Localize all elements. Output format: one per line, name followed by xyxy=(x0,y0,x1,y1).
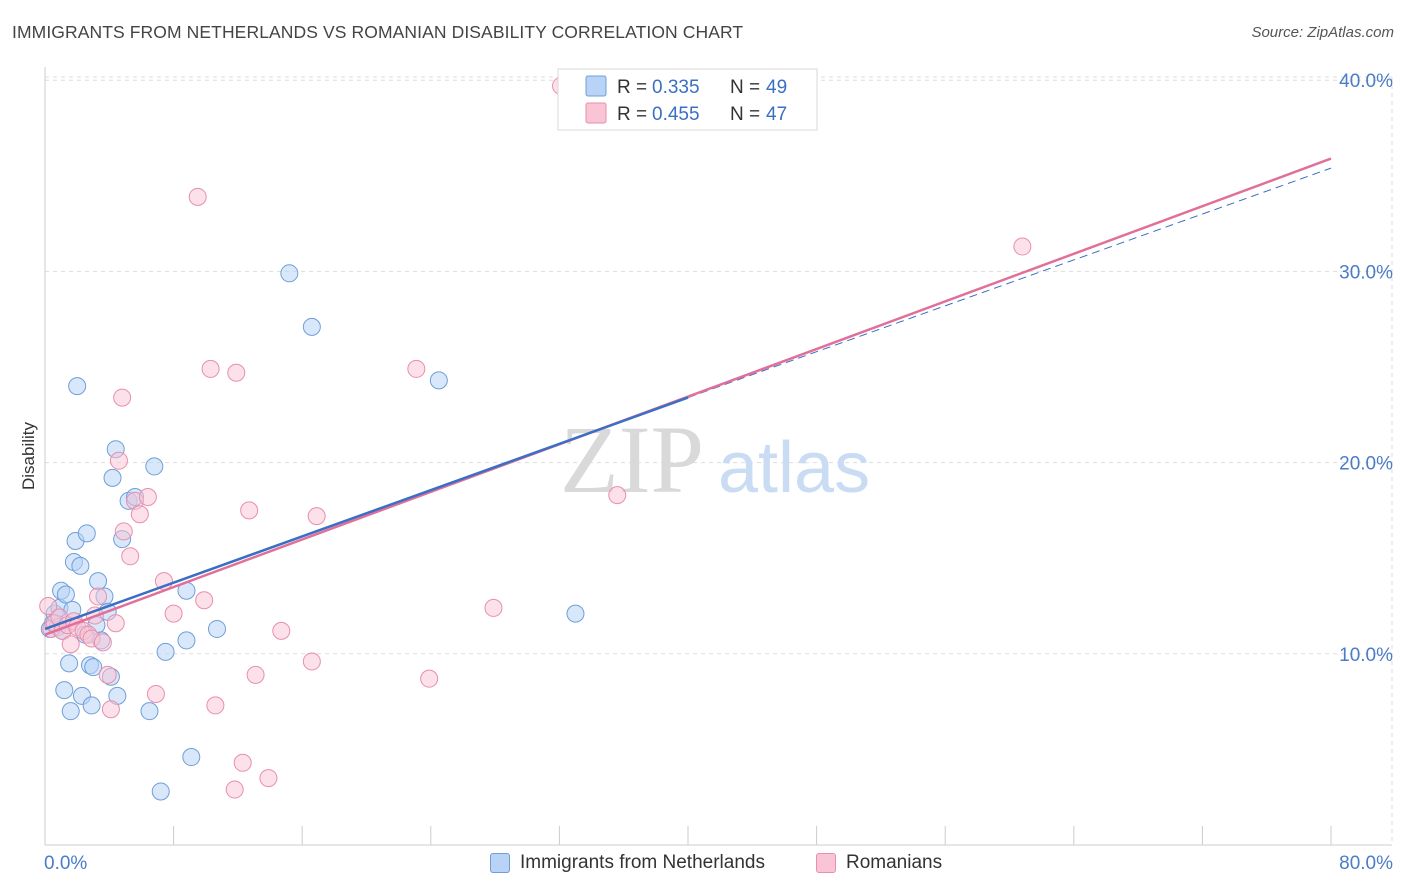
source-label: Source: ZipAtlas.com xyxy=(1251,24,1394,41)
legend-item-romanians: Romanians xyxy=(816,852,942,874)
data-point-romanians xyxy=(407,359,426,378)
data-point-netherlands xyxy=(61,702,80,721)
data-point-netherlands xyxy=(429,371,448,390)
data-point-romanians xyxy=(201,359,220,378)
data-point-netherlands xyxy=(566,604,585,623)
data-point-netherlands xyxy=(302,317,321,336)
data-point-romanians xyxy=(109,451,128,470)
trend-line-romanians xyxy=(44,157,1332,636)
legend-n-value: 47 xyxy=(766,104,787,125)
legend-label-netherlands: Immigrants from Netherlands xyxy=(520,852,765,873)
data-point-romanians xyxy=(484,598,503,617)
trend-lines xyxy=(44,157,1332,636)
legend-swatch-pink xyxy=(816,853,836,873)
legend-bottom: Immigrants from Netherlands Romanians xyxy=(0,852,1406,878)
data-point-romanians xyxy=(259,769,278,788)
series-romanians-points xyxy=(39,76,1032,799)
trend-line-netherlands xyxy=(44,396,689,631)
data-point-romanians xyxy=(106,614,125,633)
data-point-romanians xyxy=(164,604,183,623)
grid-lines xyxy=(45,76,1393,845)
x-tick-label: 80.0% xyxy=(1339,853,1393,874)
data-point-netherlands xyxy=(182,748,201,767)
data-point-romanians xyxy=(1013,237,1032,256)
y-tick-label: 40.0% xyxy=(1339,71,1393,92)
data-point-netherlands xyxy=(82,696,101,715)
data-point-romanians xyxy=(233,753,252,772)
data-point-netherlands xyxy=(145,457,164,476)
data-point-netherlands xyxy=(177,631,196,650)
x-tick-label: 0.0% xyxy=(44,853,87,874)
data-point-romanians xyxy=(113,388,132,407)
data-point-netherlands xyxy=(56,585,75,604)
legend-r-label: R = xyxy=(617,104,647,125)
y-tick-label: 10.0% xyxy=(1339,645,1393,666)
data-point-netherlands xyxy=(68,377,87,396)
legend-n-value: 49 xyxy=(766,77,787,98)
y-tick-label: 20.0% xyxy=(1339,454,1393,475)
data-point-netherlands xyxy=(89,572,108,591)
chart-title: IMMIGRANTS FROM NETHERLANDS VS ROMANIAN … xyxy=(12,22,744,42)
data-point-romanians xyxy=(61,635,80,654)
legend-item-netherlands: Immigrants from Netherlands xyxy=(490,852,765,874)
data-point-romanians xyxy=(195,591,214,610)
legend-r-value: 0.335 xyxy=(652,77,700,98)
data-point-netherlands xyxy=(55,681,74,700)
data-point-romanians xyxy=(114,522,133,541)
y-tick-label: 30.0% xyxy=(1339,262,1393,283)
data-point-romanians xyxy=(225,780,244,799)
data-point-romanians xyxy=(302,652,321,671)
data-point-netherlands xyxy=(103,468,122,487)
data-point-romanians xyxy=(89,587,108,606)
data-point-romanians xyxy=(188,187,207,206)
data-point-romanians xyxy=(240,501,259,520)
data-point-netherlands xyxy=(151,782,170,801)
data-point-netherlands xyxy=(208,619,227,638)
legend-swatch-blue xyxy=(585,75,607,97)
legend-r-value: 0.455 xyxy=(652,104,700,125)
data-point-romanians xyxy=(146,684,165,703)
data-point-netherlands xyxy=(60,654,79,673)
legend-r-label: R = xyxy=(617,77,647,98)
data-point-romanians xyxy=(101,700,120,719)
data-point-netherlands xyxy=(77,524,96,543)
data-point-netherlands xyxy=(84,658,103,677)
watermark: ZIP atlas xyxy=(560,406,870,513)
watermark-zip: ZIP xyxy=(560,406,704,513)
x-tick-labels: 0.0% 80.0% xyxy=(44,853,1393,874)
legend-row-romanians: R = 0.455 N = 47 xyxy=(585,102,787,125)
legend-label-romanians: Romanians xyxy=(846,852,943,873)
data-point-netherlands xyxy=(140,702,159,721)
data-point-romanians xyxy=(98,665,117,684)
legend-top: R = 0.335 N = 49 R = 0.455 N = 47 xyxy=(557,68,818,131)
trend-line-netherlands-extrapolated xyxy=(687,167,1332,399)
watermark-atlas: atlas xyxy=(718,428,870,508)
legend-row-netherlands: R = 0.335 N = 49 xyxy=(585,75,787,98)
data-point-romanians xyxy=(246,665,265,684)
data-point-romanians xyxy=(121,547,140,566)
legend-swatch-pink xyxy=(585,102,607,124)
data-point-romanians xyxy=(39,597,58,615)
data-point-romanians xyxy=(206,696,225,715)
data-point-romanians xyxy=(608,486,627,505)
legend-n-label: N = xyxy=(730,104,760,125)
data-point-romanians xyxy=(93,633,112,652)
y-tick-labels: 10.0% 20.0% 30.0% 40.0% xyxy=(1339,71,1393,666)
data-point-netherlands xyxy=(71,556,90,575)
y-axis-label: Disability xyxy=(19,421,38,490)
axes xyxy=(44,67,1392,846)
legend-n-label: N = xyxy=(730,77,760,98)
data-point-netherlands xyxy=(156,642,175,661)
data-point-netherlands xyxy=(280,264,299,283)
data-point-romanians xyxy=(130,505,149,524)
legend-swatch-blue xyxy=(490,853,510,873)
data-point-romanians xyxy=(420,669,439,688)
data-point-romanians xyxy=(307,507,326,526)
data-point-romanians xyxy=(227,363,246,382)
data-point-romanians xyxy=(272,621,291,640)
data-point-romanians xyxy=(138,488,157,507)
